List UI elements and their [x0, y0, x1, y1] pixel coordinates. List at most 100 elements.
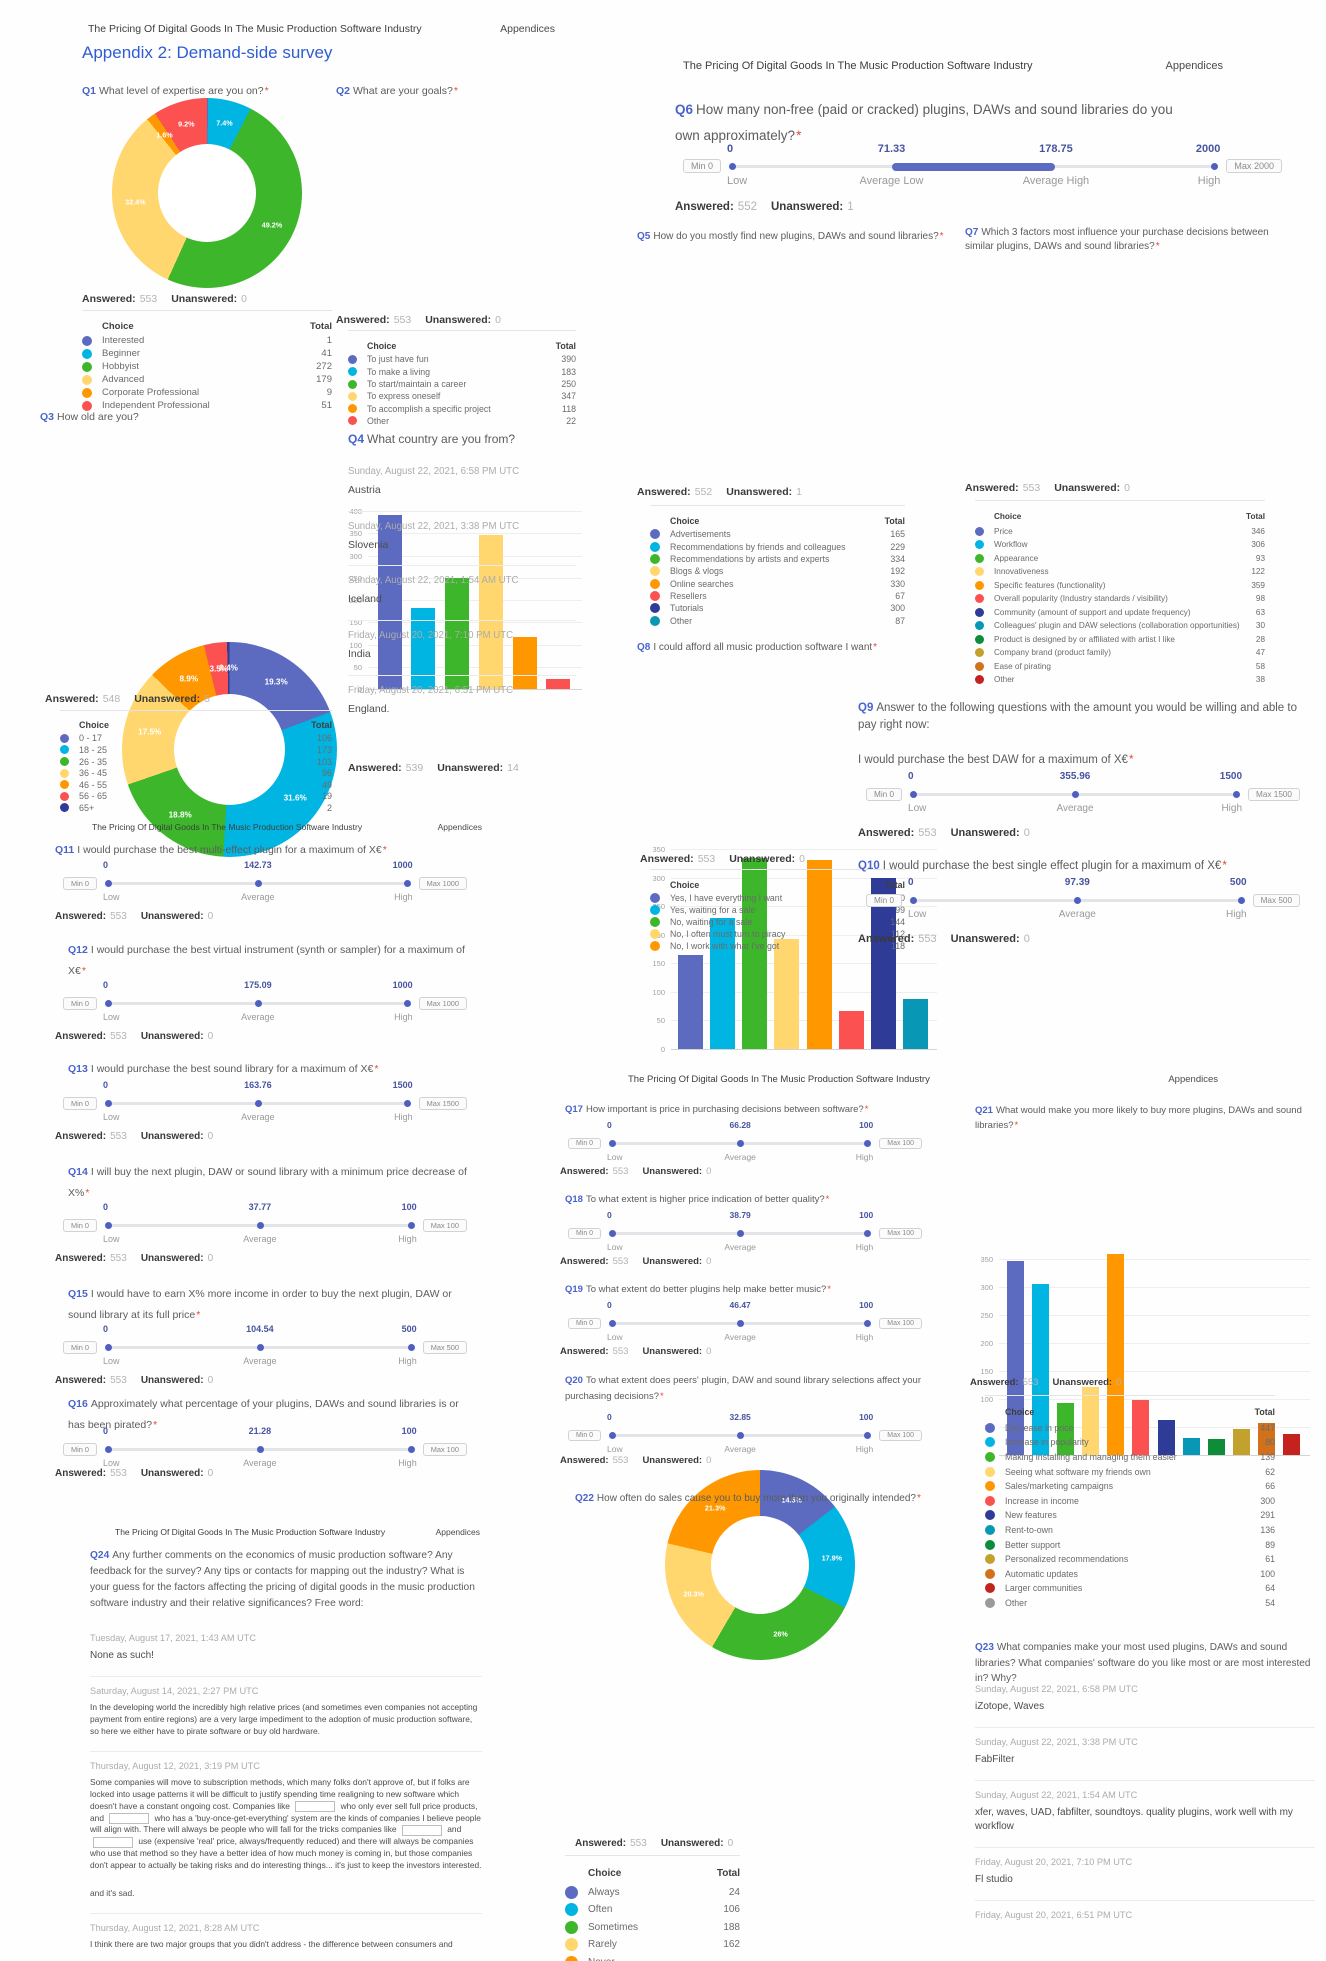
y-tick-label: 250	[980, 1311, 993, 1320]
slider-track-row: Min 0 Max 100	[560, 1225, 930, 1241]
q5-label: Q5 How do you mostly find new plugins, DA…	[637, 231, 944, 242]
slider-track-wrap	[105, 1218, 415, 1233]
slider-axis-label: Average High	[1022, 175, 1090, 187]
question-id: Q18	[565, 1194, 583, 1205]
legend-dot-icon	[82, 348, 92, 359]
unanswered-label: Unanswered:	[140, 1253, 204, 1264]
legend-row: Rent-to-own 136	[985, 1523, 1275, 1538]
slider-value: 142.73	[244, 860, 272, 870]
legend-dot-icon	[60, 803, 69, 813]
legend-row: To accomplish a specific project 118	[348, 402, 576, 414]
q14-label: Q14 I will buy the next plugin, DAW or so…	[68, 1166, 467, 1199]
slider-track-row: Min 0 Max 1000	[55, 995, 475, 1011]
unanswered-count: 5	[204, 693, 210, 705]
legend-row: No, waiting for a sale 144	[650, 916, 905, 928]
slider-end-dot-icon	[105, 1344, 113, 1351]
unanswered-label: Unanswered:	[140, 1375, 204, 1386]
unanswered-count: 0	[207, 1031, 214, 1042]
slider-end-dot-icon	[105, 1446, 113, 1453]
q2-answered: Answered: 553 Unanswered: 0	[336, 314, 515, 326]
donut-pct-label: 18.8%	[168, 810, 192, 820]
answered-label: Answered:	[55, 1468, 107, 1479]
legend-total: 87	[895, 615, 905, 626]
legend-dot-icon	[650, 566, 660, 577]
slider-min-box: Min 0	[568, 1227, 602, 1239]
question-id: Q16	[68, 1398, 88, 1410]
legend-total: 306	[1251, 540, 1265, 550]
legend-total: 106	[316, 733, 332, 744]
legend-choice: New features	[1005, 1510, 1057, 1521]
donut-pct-label: 7.4%	[216, 118, 233, 128]
slider-track-row: Min 0 Max 500	[858, 892, 1308, 908]
legend-dot-icon	[985, 1525, 995, 1536]
required-asterisk: *	[796, 128, 802, 143]
legend-choice: Company brand (product family)	[994, 648, 1111, 658]
entry-date: Saturday, August 14, 2021, 2:27 PM UTC	[90, 1686, 259, 1696]
doc-title: The Pricing Of Digital Goods In The Musi…	[92, 822, 363, 832]
donut-hole	[157, 143, 257, 243]
slider-track-wrap	[729, 159, 1219, 174]
answered-count: 548	[102, 693, 121, 705]
legend-choice: Specific features (functionality)	[994, 580, 1106, 590]
slider-end-dot-icon	[105, 880, 113, 887]
redacted-box	[109, 1812, 150, 1824]
slider-value: 1000	[392, 980, 413, 990]
slider-average-handle-icon	[737, 1432, 745, 1439]
legend-choice: Other	[1005, 1598, 1028, 1609]
slider-value: 163.76	[244, 1080, 272, 1090]
slider-average-handle-icon	[254, 1100, 262, 1107]
slider-value: 37.77	[248, 1202, 272, 1212]
legend-total: 122	[1251, 567, 1265, 577]
legend-choice: Product is designed by or affiliated wit…	[994, 634, 1175, 644]
slider-axis-label: Average	[243, 1356, 277, 1366]
legend-total: 61	[1265, 1554, 1275, 1565]
slider-end-dot-icon	[864, 1140, 872, 1147]
legend-row: Product is designed by or affiliated wit…	[975, 633, 1265, 647]
slider-value: 97.39	[1064, 877, 1090, 888]
slider-values-row: Min 00163.761500Max 1500	[55, 1080, 475, 1095]
legend-row: Never	[565, 1954, 740, 1961]
unanswered-label: Unanswered:	[950, 827, 1020, 839]
q4-answers: Sunday, August 22, 2021, 6:58 PM UTC Aust…	[348, 466, 576, 729]
legend-row: 36 - 45 96	[60, 767, 332, 779]
unanswered-label: Unanswered:	[642, 1346, 703, 1357]
q13-answered: Answered: 553 Unanswered: 0	[55, 1131, 227, 1142]
answered-count: 553	[110, 1468, 127, 1479]
slider-value: 100	[859, 1412, 874, 1422]
col-header-choice: Choice	[367, 340, 397, 351]
entry-text: xfer, waves, UAD, fabfilter, soundtoys. …	[975, 1807, 1293, 1832]
legend-row: Price 346	[975, 525, 1265, 539]
legend-choice: Community (amount of support and update …	[994, 607, 1191, 617]
legend-row: Overall popularity (Industry standards /…	[975, 592, 1265, 606]
slider-min-box: Min 0	[63, 1442, 98, 1456]
col-header-total: Total	[1254, 1406, 1275, 1417]
q20-answered: Answered: 553 Unanswered: 0	[560, 1455, 725, 1466]
slider-axis: Low Average High	[103, 891, 413, 906]
answered-label: Answered:	[970, 1377, 1019, 1388]
legend-dot-icon	[82, 387, 92, 398]
legend-row: Innovativeness 122	[975, 565, 1265, 579]
answer-entry: Thursday, August 12, 2021, 8:28 AM UTC I …	[90, 1914, 482, 1961]
doc-page-label: Appendices	[500, 23, 555, 35]
donut-pct-label: 31.6%	[283, 793, 307, 803]
page-header: The Pricing Of Digital Goods In The Musi…	[115, 1527, 480, 1537]
question-id: Q21	[975, 1105, 993, 1116]
slider-axis-row: Min 0LowAverageHighMax 100	[560, 1443, 930, 1458]
unanswered-label: Unanswered:	[726, 486, 793, 498]
q9-intro: Q9 Answer to the following questions with…	[858, 702, 1297, 731]
y-tick-label: 50	[353, 662, 362, 672]
y-tick-label: 150	[349, 618, 362, 628]
legend-total: 272	[316, 361, 332, 372]
page-header: The Pricing Of Digital Goods In The Musi…	[628, 1074, 1218, 1085]
legend-row: 46 - 55 49	[60, 779, 332, 791]
col-header-choice: Choice	[1005, 1406, 1035, 1417]
slider-average-handle-icon	[254, 880, 262, 887]
slider-axis-row: Min 0LowAverageHighMax 100	[560, 1331, 930, 1346]
slider-axis-label: Low	[727, 175, 748, 187]
required-asterisk: *	[939, 231, 944, 242]
slider-value: 104.54	[246, 1324, 274, 1334]
slider-axis-label: Low	[607, 1332, 623, 1342]
